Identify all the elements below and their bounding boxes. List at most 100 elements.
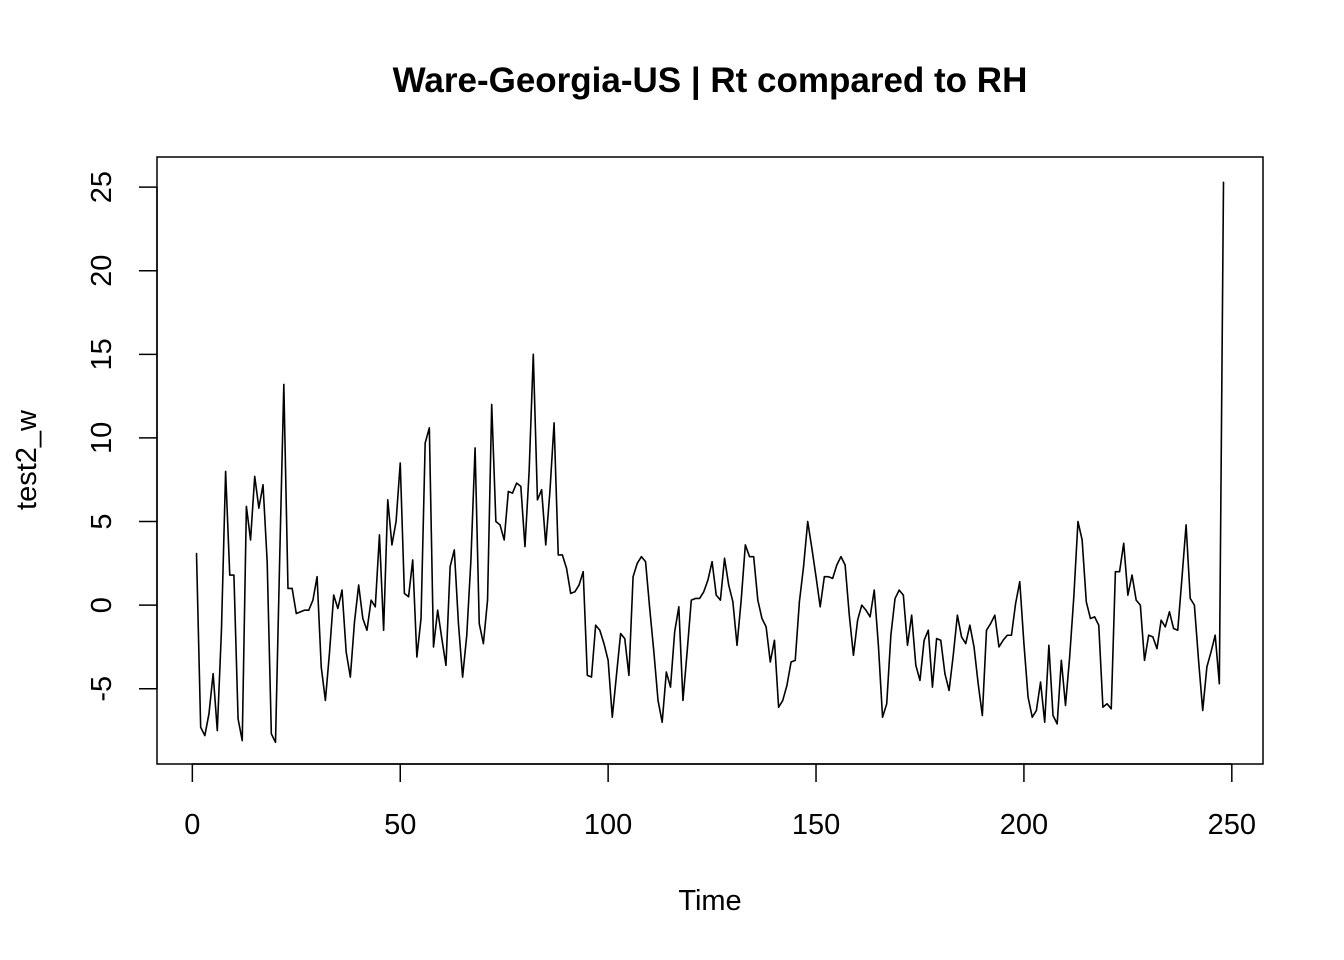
chart-title: Ware-Georgia-US | Rt compared to RH	[393, 61, 1028, 100]
data-point	[890, 634, 892, 636]
data-point	[279, 559, 281, 561]
data-point	[229, 574, 231, 576]
data-point	[1002, 639, 1004, 641]
data-point	[906, 644, 909, 646]
data-point	[857, 619, 859, 621]
data-point	[682, 699, 684, 702]
data-point	[1085, 601, 1087, 603]
data-point	[1164, 626, 1166, 628]
data-point	[291, 587, 293, 590]
data-point	[848, 614, 850, 616]
data-point	[1052, 714, 1054, 717]
data-point	[1048, 644, 1050, 646]
data-point	[387, 499, 389, 501]
data-point	[711, 561, 713, 563]
data-point	[1148, 634, 1150, 636]
data-point	[703, 591, 705, 593]
data-point	[657, 699, 659, 702]
data-point	[595, 624, 597, 626]
data-point	[495, 520, 497, 523]
data-point	[262, 484, 264, 486]
data-point	[969, 624, 971, 626]
data-point	[1168, 611, 1171, 613]
data-point	[341, 589, 343, 591]
x-tick-label: 150	[792, 809, 840, 841]
data-point	[270, 733, 272, 735]
x-tick-label: 0	[184, 809, 200, 841]
data-point	[981, 714, 983, 717]
data-point	[324, 699, 326, 702]
data-point	[644, 561, 647, 563]
data-point	[216, 729, 218, 732]
x-tick-label: 50	[384, 809, 416, 841]
data-point	[1114, 571, 1116, 573]
data-point	[503, 539, 505, 541]
data-point	[1131, 574, 1133, 576]
data-point	[640, 556, 642, 558]
data-point	[669, 686, 672, 688]
data-point	[258, 507, 260, 509]
data-point	[911, 614, 913, 616]
data-point	[225, 470, 227, 472]
data-point	[295, 612, 297, 615]
data-point	[620, 632, 622, 635]
data-point	[1094, 616, 1096, 618]
data-point	[1218, 683, 1220, 685]
data-point	[536, 499, 539, 501]
data-point	[886, 703, 888, 705]
data-point	[333, 594, 335, 596]
data-point	[520, 485, 522, 488]
data-point	[782, 699, 784, 702]
data-point	[407, 596, 410, 598]
data-point	[457, 622, 460, 625]
y-tick-label: 15	[86, 338, 118, 370]
data-point	[944, 673, 946, 675]
data-point	[973, 646, 975, 648]
data-point	[370, 599, 372, 601]
data-point	[865, 609, 867, 611]
data-point	[965, 643, 967, 645]
data-point	[1056, 723, 1058, 725]
data-point	[649, 607, 651, 610]
data-point	[578, 584, 580, 586]
data-point	[266, 561, 268, 563]
data-point	[940, 639, 942, 641]
x-tick-label: 100	[584, 809, 632, 841]
data-point	[927, 629, 929, 631]
data-point	[736, 644, 738, 646]
data-point	[1156, 648, 1158, 650]
y-tick-label: 20	[86, 255, 118, 287]
data-point	[420, 617, 422, 620]
data-point	[615, 674, 618, 676]
plot-area-frame	[156, 156, 1264, 765]
data-point	[819, 606, 821, 608]
data-point	[728, 584, 730, 586]
data-point	[1077, 520, 1079, 523]
data-point	[1006, 634, 1008, 636]
data-point	[304, 609, 306, 611]
data-point	[561, 554, 563, 556]
data-point	[499, 524, 501, 526]
data-point	[200, 726, 202, 728]
data-point	[877, 644, 879, 646]
data-point	[931, 686, 934, 688]
data-point	[611, 716, 613, 718]
data-point	[1089, 617, 1092, 620]
data-point	[204, 734, 206, 737]
data-point	[241, 739, 243, 742]
data-point	[462, 676, 464, 678]
data-point	[1222, 181, 1225, 183]
data-point	[769, 661, 771, 663]
x-axis-title: Time	[678, 885, 741, 917]
data-point	[441, 637, 443, 640]
data-point	[1031, 716, 1033, 718]
data-point	[948, 689, 950, 692]
data-point	[832, 577, 834, 579]
data-point	[274, 741, 277, 743]
data-point	[977, 683, 979, 685]
data-point	[586, 674, 588, 676]
data-point	[761, 617, 763, 620]
data-point	[478, 622, 480, 625]
data-point	[632, 576, 634, 578]
